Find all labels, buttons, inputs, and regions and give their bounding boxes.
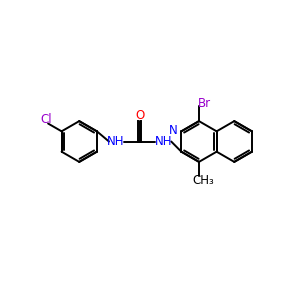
Text: NH: NH bbox=[154, 135, 172, 148]
Text: NH: NH bbox=[107, 135, 125, 148]
Text: Br: Br bbox=[197, 97, 211, 110]
Text: O: O bbox=[135, 109, 144, 122]
Text: N: N bbox=[169, 124, 178, 137]
Text: Cl: Cl bbox=[40, 113, 52, 126]
Text: CH₃: CH₃ bbox=[192, 174, 214, 187]
